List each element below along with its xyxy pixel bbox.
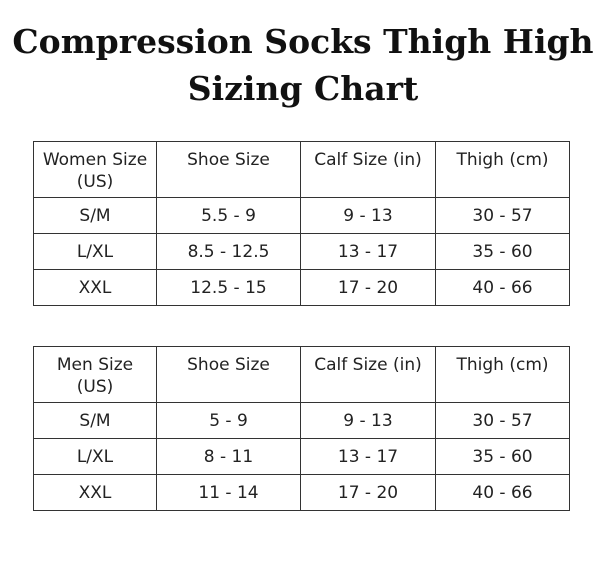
header-women-size: Women Size (US) bbox=[33, 141, 157, 198]
header-label: Men Size bbox=[56, 355, 134, 375]
calf-size-cell: 9 - 13 bbox=[300, 197, 436, 234]
shoe-size-cell: 11 - 14 bbox=[156, 474, 301, 511]
table-row: L/XL 8 - 11 13 - 17 35 - 60 bbox=[33, 438, 570, 475]
thigh-cell: 40 - 66 bbox=[435, 474, 570, 511]
chart-title-line-2: Sizing Chart bbox=[187, 69, 419, 108]
table-row: S/M 5.5 - 9 9 - 13 30 - 57 bbox=[33, 197, 570, 234]
shoe-size-cell: 8.5 - 12.5 bbox=[156, 233, 301, 270]
size-cell: S/M bbox=[33, 197, 157, 234]
table-row: L/XL 8.5 - 12.5 13 - 17 35 - 60 bbox=[33, 233, 570, 270]
calf-size-cell: 17 - 20 bbox=[300, 269, 436, 306]
size-cell: L/XL bbox=[33, 233, 157, 270]
thigh-cell: 30 - 57 bbox=[435, 197, 570, 234]
size-cell: S/M bbox=[33, 402, 157, 439]
calf-size-cell: 17 - 20 bbox=[300, 474, 436, 511]
header-shoe-size: Shoe Size bbox=[156, 346, 301, 403]
header-calf-size: Calf Size (in) bbox=[300, 141, 436, 198]
thigh-cell: 35 - 60 bbox=[435, 438, 570, 475]
shoe-size-cell: 5 - 9 bbox=[156, 402, 301, 439]
shoe-size-cell: 12.5 - 15 bbox=[156, 269, 301, 306]
shoe-size-cell: 5.5 - 9 bbox=[156, 197, 301, 234]
chart-title-line-1: Compression Socks Thigh High bbox=[12, 22, 594, 61]
header-thigh: Thigh (cm) bbox=[435, 141, 570, 198]
table-row: XXL 12.5 - 15 17 - 20 40 - 66 bbox=[33, 269, 570, 306]
header-unit: (US) bbox=[76, 377, 114, 397]
table-header-row: Women Size (US) Shoe Size Calf Size (in)… bbox=[33, 141, 570, 198]
table-row: S/M 5 - 9 9 - 13 30 - 57 bbox=[33, 402, 570, 439]
calf-size-cell: 9 - 13 bbox=[300, 402, 436, 439]
size-cell: L/XL bbox=[33, 438, 157, 475]
thigh-cell: 40 - 66 bbox=[435, 269, 570, 306]
women-size-table: Women Size (US) Shoe Size Calf Size (in)… bbox=[33, 141, 570, 306]
size-cell: XXL bbox=[33, 474, 157, 511]
header-shoe-size: Shoe Size bbox=[156, 141, 301, 198]
header-men-size: Men Size (US) bbox=[33, 346, 157, 403]
calf-size-cell: 13 - 17 bbox=[300, 438, 436, 475]
header-label: Women Size bbox=[42, 150, 148, 170]
header-calf-size: Calf Size (in) bbox=[300, 346, 436, 403]
calf-size-cell: 13 - 17 bbox=[300, 233, 436, 270]
size-cell: XXL bbox=[33, 269, 157, 306]
table-row: XXL 11 - 14 17 - 20 40 - 66 bbox=[33, 474, 570, 511]
header-thigh: Thigh (cm) bbox=[435, 346, 570, 403]
thigh-cell: 30 - 57 bbox=[435, 402, 570, 439]
header-unit: (US) bbox=[76, 172, 114, 192]
shoe-size-cell: 8 - 11 bbox=[156, 438, 301, 475]
men-size-table: Men Size (US) Shoe Size Calf Size (in) T… bbox=[33, 346, 570, 511]
table-header-row: Men Size (US) Shoe Size Calf Size (in) T… bbox=[33, 346, 570, 403]
thigh-cell: 35 - 60 bbox=[435, 233, 570, 270]
